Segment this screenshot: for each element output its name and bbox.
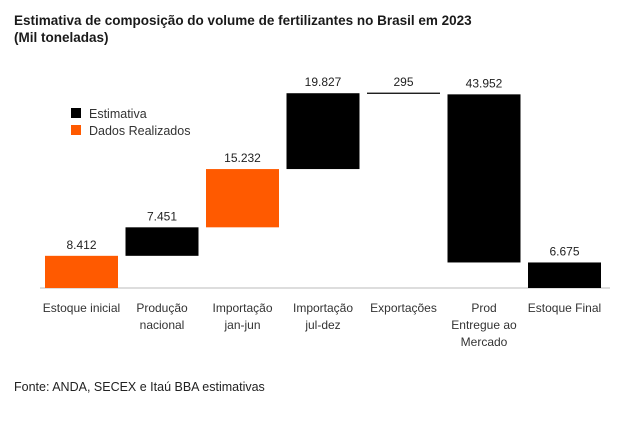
data-label-estoque-inicial: 8.412 — [66, 238, 96, 252]
category-label-prod-entregue-ao-mercado: Entregue ao — [451, 318, 517, 332]
chart-title-line1: Estimativa de composição do volume de fe… — [14, 13, 472, 28]
data-label-importacao-jul-dez: 19.827 — [305, 75, 342, 89]
bar-estoque-inicial — [45, 255, 118, 288]
data-label-prod-entregue-ao-mercado: 43.952 — [466, 76, 503, 90]
category-label-exportacoes: Exportações — [370, 301, 437, 315]
category-label-producao-nacional: Produção — [136, 301, 188, 315]
waterfall-chart: 8.412 Estoque inicial 7.451 Produção naciona… — [40, 75, 610, 349]
legend-swatch-dados-realizados — [71, 125, 81, 135]
bar-estoque-final — [528, 262, 601, 288]
category-label-importacao-jul-dez: Importação — [293, 301, 353, 315]
bar-producao-nacional — [125, 227, 199, 256]
category-label-estoque-inicial: Estoque inicial — [43, 301, 120, 315]
data-label-importacao-jan-jun: 15.232 — [224, 151, 261, 165]
category-label-prod-entregue-ao-mercado: Prod — [471, 301, 496, 315]
category-label-importacao-jan-jun: Importação — [212, 301, 272, 315]
data-label-producao-nacional: 7.451 — [147, 209, 177, 223]
bar-importacao-jan-jun — [206, 169, 279, 228]
legend-label-dados-realizados: Dados Realizados — [89, 124, 190, 138]
chart-subtitle: (Mil toneladas) — [14, 30, 109, 45]
category-label-estoque-final: Estoque Final — [528, 301, 601, 315]
source-note: Fonte: ANDA, SECEX e Itaú BBA estimativa… — [14, 380, 265, 394]
category-label-importacao-jul-dez: jul-dez — [304, 318, 340, 332]
legend-swatch-estimativa — [71, 108, 81, 118]
category-label-importacao-jan-jun: jan-jun — [223, 318, 260, 332]
category-label-producao-nacional: nacional — [140, 318, 185, 332]
legend-label-estimativa: Estimativa — [89, 107, 147, 121]
data-label-exportacoes: 295 — [393, 75, 413, 89]
data-label-estoque-final: 6.675 — [549, 244, 579, 258]
chart-title: Estimativa de composição do volume de fe… — [14, 12, 472, 46]
bar-prod-entregue-ao-mercado — [447, 94, 521, 263]
category-label-prod-entregue-ao-mercado: Mercado — [461, 335, 508, 349]
bar-importacao-jul-dez — [286, 93, 360, 170]
